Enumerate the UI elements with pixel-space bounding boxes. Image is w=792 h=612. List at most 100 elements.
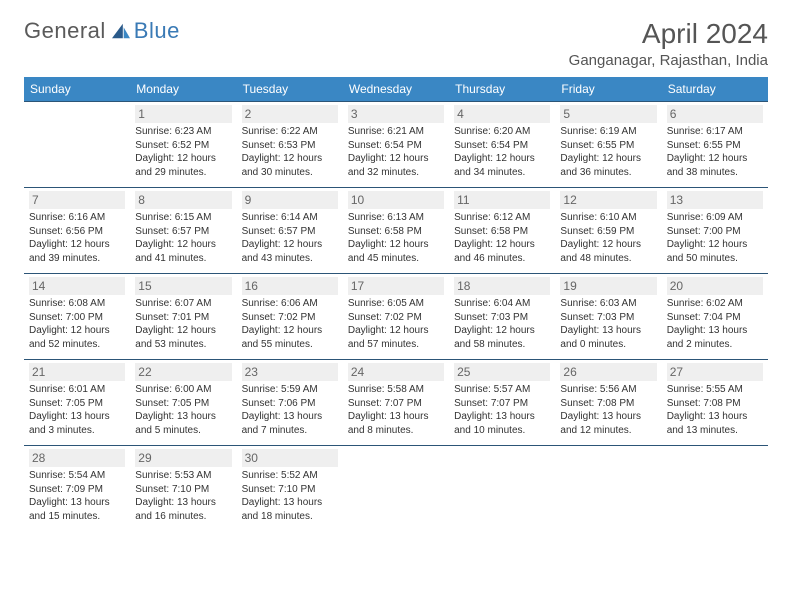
sunrise-line: Sunrise: 5:54 AM — [29, 469, 125, 483]
sunset-line: Sunset: 7:03 PM — [560, 311, 656, 325]
calendar-cell: 25Sunrise: 5:57 AMSunset: 7:07 PMDayligh… — [449, 360, 555, 446]
day-number: 20 — [667, 277, 763, 295]
sunset-line: Sunset: 7:02 PM — [242, 311, 338, 325]
sunset-line: Sunset: 7:04 PM — [667, 311, 763, 325]
sunrise-line: Sunrise: 6:01 AM — [29, 383, 125, 397]
calendar-cell: 30Sunrise: 5:52 AMSunset: 7:10 PMDayligh… — [237, 446, 343, 532]
sunset-line: Sunset: 7:10 PM — [135, 483, 231, 497]
sunset-line: Sunset: 7:08 PM — [560, 397, 656, 411]
sunrise-line: Sunrise: 5:58 AM — [348, 383, 444, 397]
daylight-line: Daylight: 12 hours and 50 minutes. — [667, 238, 763, 265]
sunset-line: Sunset: 7:02 PM — [348, 311, 444, 325]
day-number: 3 — [348, 105, 444, 123]
sunset-line: Sunset: 6:55 PM — [667, 139, 763, 153]
sunset-line: Sunset: 6:57 PM — [135, 225, 231, 239]
weekday-header: Wednesday — [343, 77, 449, 102]
sunset-line: Sunset: 6:54 PM — [348, 139, 444, 153]
daylight-line: Daylight: 13 hours and 5 minutes. — [135, 410, 231, 437]
sunset-line: Sunset: 7:01 PM — [135, 311, 231, 325]
sunrise-line: Sunrise: 6:10 AM — [560, 211, 656, 225]
day-number: 18 — [454, 277, 550, 295]
calendar-cell: 16Sunrise: 6:06 AMSunset: 7:02 PMDayligh… — [237, 274, 343, 360]
daylight-line: Daylight: 12 hours and 29 minutes. — [135, 152, 231, 179]
day-number: 21 — [29, 363, 125, 381]
sunrise-line: Sunrise: 6:08 AM — [29, 297, 125, 311]
sunset-line: Sunset: 6:57 PM — [242, 225, 338, 239]
calendar-cell: 13Sunrise: 6:09 AMSunset: 7:00 PMDayligh… — [662, 188, 768, 274]
day-number: 10 — [348, 191, 444, 209]
day-number: 17 — [348, 277, 444, 295]
sunset-line: Sunset: 6:53 PM — [242, 139, 338, 153]
daylight-line: Daylight: 12 hours and 45 minutes. — [348, 238, 444, 265]
sunset-line: Sunset: 7:07 PM — [348, 397, 444, 411]
daylight-line: Daylight: 13 hours and 10 minutes. — [454, 410, 550, 437]
daylight-line: Daylight: 12 hours and 38 minutes. — [667, 152, 763, 179]
calendar-cell: 21Sunrise: 6:01 AMSunset: 7:05 PMDayligh… — [24, 360, 130, 446]
daylight-line: Daylight: 13 hours and 16 minutes. — [135, 496, 231, 523]
sunset-line: Sunset: 6:56 PM — [29, 225, 125, 239]
calendar-cell: 7Sunrise: 6:16 AMSunset: 6:56 PMDaylight… — [24, 188, 130, 274]
logo-text-blue: Blue — [134, 18, 180, 44]
day-number: 11 — [454, 191, 550, 209]
sunrise-line: Sunrise: 6:14 AM — [242, 211, 338, 225]
sunrise-line: Sunrise: 6:07 AM — [135, 297, 231, 311]
calendar-cell: 11Sunrise: 6:12 AMSunset: 6:58 PMDayligh… — [449, 188, 555, 274]
sunrise-line: Sunrise: 6:15 AM — [135, 211, 231, 225]
sunset-line: Sunset: 6:55 PM — [560, 139, 656, 153]
calendar-cell: 2Sunrise: 6:22 AMSunset: 6:53 PMDaylight… — [237, 102, 343, 188]
sunset-line: Sunset: 7:05 PM — [135, 397, 231, 411]
sunset-line: Sunset: 7:03 PM — [454, 311, 550, 325]
calendar-cell: 3 Sunrise: 6:21 AMSunset: 6:54 PMDaylight… — [343, 102, 449, 188]
sunrise-line: Sunrise: 6:17 AM — [667, 125, 763, 139]
location: Ganganagar, Rajasthan, India — [569, 52, 768, 69]
day-number: 13 — [667, 191, 763, 209]
calendar-cell: 1Sunrise: 6:23 AMSunset: 6:52 PMDaylight… — [130, 102, 236, 188]
calendar-cell: 17Sunrise: 6:05 AMSunset: 7:02 PMDayligh… — [343, 274, 449, 360]
daylight-line: Daylight: 13 hours and 13 minutes. — [667, 410, 763, 437]
daylight-line: Daylight: 12 hours and 39 minutes. — [29, 238, 125, 265]
daylight-line: Daylight: 12 hours and 57 minutes. — [348, 324, 444, 351]
sunrise-line: Sunrise: 5:52 AM — [242, 469, 338, 483]
calendar-cell: 27Sunrise: 5:55 AMSunset: 7:08 PMDayligh… — [662, 360, 768, 446]
day-number: 7 — [29, 191, 125, 209]
sunset-line: Sunset: 7:08 PM — [667, 397, 763, 411]
daylight-line: Daylight: 12 hours and 32 minutes. — [348, 152, 444, 179]
weekday-header: Monday — [130, 77, 236, 102]
sunset-line: Sunset: 7:00 PM — [667, 225, 763, 239]
sunrise-line: Sunrise: 6:21 AM — [348, 125, 444, 139]
sunrise-line: Sunrise: 5:55 AM — [667, 383, 763, 397]
day-number: 12 — [560, 191, 656, 209]
logo: General Blue — [24, 18, 180, 44]
day-number: 25 — [454, 363, 550, 381]
calendar-cell: 8Sunrise: 6:15 AMSunset: 6:57 PMDaylight… — [130, 188, 236, 274]
weekday-header: Thursday — [449, 77, 555, 102]
daylight-line: Daylight: 12 hours and 52 minutes. — [29, 324, 125, 351]
day-number: 26 — [560, 363, 656, 381]
calendar-cell: 15Sunrise: 6:07 AMSunset: 7:01 PMDayligh… — [130, 274, 236, 360]
calendar-cell: 24Sunrise: 5:58 AMSunset: 7:07 PMDayligh… — [343, 360, 449, 446]
month-title: April 2024 — [569, 18, 768, 50]
sunset-line: Sunset: 6:58 PM — [348, 225, 444, 239]
calendar-cell: 9Sunrise: 6:14 AMSunset: 6:57 PMDaylight… — [237, 188, 343, 274]
sunset-line: Sunset: 7:05 PM — [29, 397, 125, 411]
sunrise-line: Sunrise: 6:22 AM — [242, 125, 338, 139]
day-number: 29 — [135, 449, 231, 467]
calendar-cell: 10Sunrise: 6:13 AMSunset: 6:58 PMDayligh… — [343, 188, 449, 274]
daylight-line: Daylight: 12 hours and 30 minutes. — [242, 152, 338, 179]
daylight-line: Daylight: 12 hours and 36 minutes. — [560, 152, 656, 179]
day-number: 23 — [242, 363, 338, 381]
calendar-cell — [343, 446, 449, 532]
calendar-cell: 22Sunrise: 6:00 AMSunset: 7:05 PMDayligh… — [130, 360, 236, 446]
day-number: 28 — [29, 449, 125, 467]
day-number: 1 — [135, 105, 231, 123]
daylight-line: Daylight: 12 hours and 41 minutes. — [135, 238, 231, 265]
sunset-line: Sunset: 7:07 PM — [454, 397, 550, 411]
day-number: 16 — [242, 277, 338, 295]
sunset-line: Sunset: 7:10 PM — [242, 483, 338, 497]
daylight-line: Daylight: 12 hours and 46 minutes. — [454, 238, 550, 265]
calendar-cell: 20Sunrise: 6:02 AMSunset: 7:04 PMDayligh… — [662, 274, 768, 360]
sunrise-line: Sunrise: 6:19 AM — [560, 125, 656, 139]
calendar-cell — [555, 446, 661, 532]
calendar-cell: 6Sunrise: 6:17 AMSunset: 6:55 PMDaylight… — [662, 102, 768, 188]
calendar-cell: 5Sunrise: 6:19 AMSunset: 6:55 PMDaylight… — [555, 102, 661, 188]
